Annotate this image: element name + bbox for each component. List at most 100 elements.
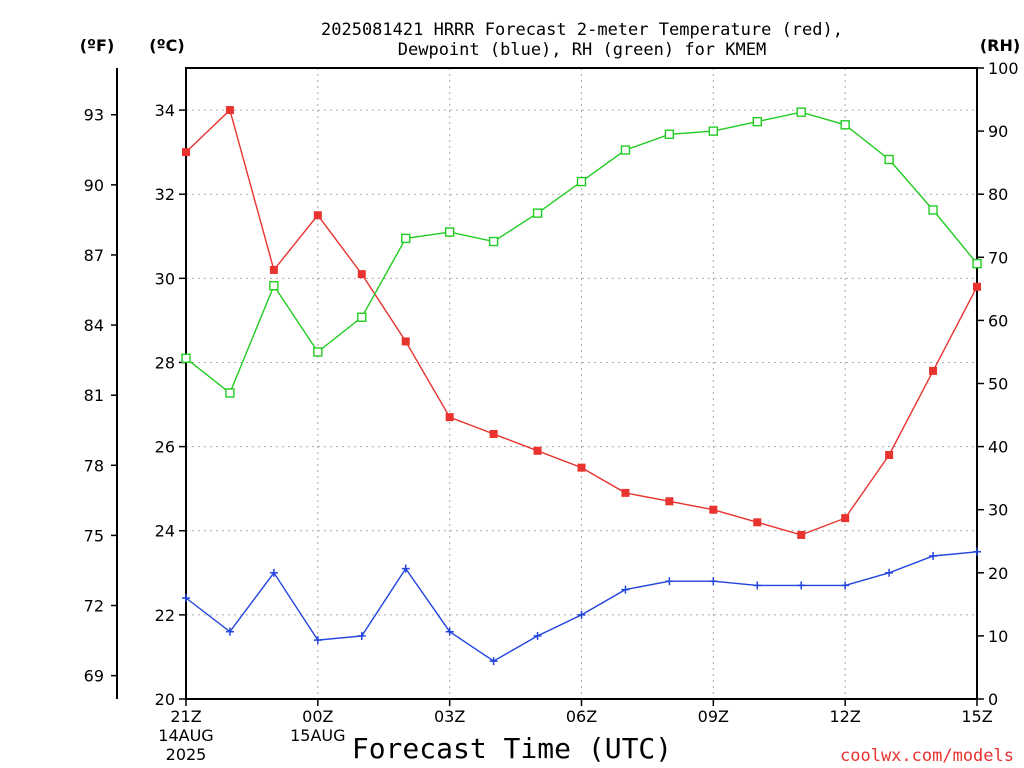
temperature-point <box>665 497 674 506</box>
fahrenheit-tick-label: 93 <box>84 106 104 125</box>
celsius-tick-label: 30 <box>155 269 175 288</box>
celsius-tick-label: 20 <box>155 690 175 709</box>
dewpoint-point <box>445 627 454 636</box>
dewpoint-point <box>709 577 718 586</box>
dewpoint-point <box>973 547 981 556</box>
dewpoint-point <box>621 585 630 594</box>
rh-tick-label: 70 <box>988 248 1008 267</box>
rh-point <box>796 107 806 117</box>
temperature-point <box>885 451 894 460</box>
fahrenheit-tick-label: 69 <box>84 667 104 686</box>
fahrenheit-tick-label: 84 <box>84 316 104 335</box>
dewpoint-point <box>182 594 190 603</box>
x-tick-label: 03Z <box>434 707 465 726</box>
x-axis-label: Forecast Time (UTC) <box>352 732 672 765</box>
x-tick-label: 06Z <box>566 707 597 726</box>
rh-point <box>928 205 938 215</box>
fahrenheit-unit-label: (ºF) <box>80 36 115 55</box>
dewpoint-point <box>533 631 542 640</box>
dewpoint-point <box>357 631 366 640</box>
rh-point <box>708 126 719 136</box>
fahrenheit-tick-label: 75 <box>84 526 104 545</box>
rh-point <box>620 145 631 155</box>
temperature-point <box>973 282 981 291</box>
credit-text: coolwx.com/models <box>840 746 1014 766</box>
fahrenheit-tick-label: 81 <box>84 386 104 405</box>
rh-point <box>181 353 191 363</box>
temperature-point <box>401 337 410 346</box>
axes: 69 72 75 78 81 84 87 90 93 20 22 24 26 28 30 32 34 0 10 20 3… <box>84 59 1019 764</box>
celsius-unit-label: (ºC) <box>149 36 184 55</box>
dewpoint-point <box>797 581 806 590</box>
temperature-point <box>445 413 454 422</box>
temperature-point <box>533 446 542 455</box>
dewpoint-point <box>489 657 498 666</box>
rh-point <box>401 233 411 244</box>
rh-point <box>840 120 850 130</box>
fahrenheit-tick-label: 72 <box>84 597 104 616</box>
fahrenheit-tick-label: 78 <box>84 456 104 475</box>
rh-point <box>225 388 235 398</box>
celsius-tick-label: 28 <box>155 353 175 372</box>
rh-tick-label: 40 <box>988 438 1008 457</box>
rh-tick-label: 10 <box>988 627 1008 646</box>
dewpoint-point <box>753 581 762 590</box>
dewpoint-point <box>577 610 586 619</box>
temperature-point <box>841 514 850 523</box>
rh-tick-label: 30 <box>988 501 1008 520</box>
dewpoint-point <box>313 636 322 645</box>
celsius-tick-label: 32 <box>155 185 175 204</box>
rh-point <box>357 312 367 322</box>
temperature-point <box>753 518 762 527</box>
celsius-tick-label: 34 <box>155 101 175 120</box>
rh-point <box>444 227 455 237</box>
rh-point <box>884 154 894 165</box>
fahrenheit-tick-label: 90 <box>84 176 104 195</box>
rh-tick-label: 50 <box>988 375 1008 394</box>
temperature-point <box>182 148 190 157</box>
rh-tick-label: 100 <box>988 59 1019 78</box>
dewpoint-point <box>225 627 234 636</box>
rh-unit-label: (RH) <box>980 36 1020 55</box>
dewpoint-point <box>269 568 278 577</box>
celsius-tick-label: 26 <box>155 438 175 457</box>
rh-point <box>488 236 499 247</box>
temperature-point <box>797 530 806 539</box>
rh-point <box>972 258 982 269</box>
x-tick-label: 15Z <box>961 707 992 726</box>
rh-point <box>752 116 762 127</box>
rh-tick-label: 0 <box>988 690 998 709</box>
rh-point <box>313 347 323 357</box>
temperature-point <box>621 488 630 497</box>
grid-lines <box>186 68 977 699</box>
rh-tick-label: 20 <box>988 564 1008 583</box>
series-layer <box>181 106 982 666</box>
temperature-point <box>269 265 278 274</box>
dewpoint-point <box>665 577 674 586</box>
rh-point <box>664 129 675 139</box>
rh-point <box>532 208 543 218</box>
x-tick-label: 00Z 15AUG <box>290 707 345 745</box>
temperature-point <box>225 106 234 115</box>
celsius-tick-label: 24 <box>155 522 175 541</box>
dewpoint-point <box>841 581 850 590</box>
temperature-point <box>577 463 586 472</box>
dewpoint-point <box>885 568 894 577</box>
rh-tick-label: 80 <box>988 185 1008 204</box>
x-tick-label: 09Z <box>698 707 729 726</box>
dewpoint-point <box>929 551 938 560</box>
rh-point <box>269 280 279 291</box>
fahrenheit-tick-label: 87 <box>84 246 104 265</box>
x-tick-label: 21Z 14AUG 2025 <box>158 707 213 764</box>
temperature-point <box>489 429 498 438</box>
x-tick-label: 12Z <box>830 707 861 726</box>
temperature-point <box>709 505 718 514</box>
temperature-point <box>929 366 938 375</box>
celsius-tick-label: 22 <box>155 606 175 625</box>
rh-tick-label: 60 <box>988 311 1008 330</box>
dewpoint-point <box>401 564 410 573</box>
plot-frame <box>185 67 978 700</box>
chart-title-line-2: Dewpoint (blue), RH (green) for KMEM <box>398 40 766 60</box>
temperature-point <box>313 211 322 220</box>
chart-title-line-1: 2025081421 HRRR Forecast 2-meter Tempera… <box>321 20 843 40</box>
